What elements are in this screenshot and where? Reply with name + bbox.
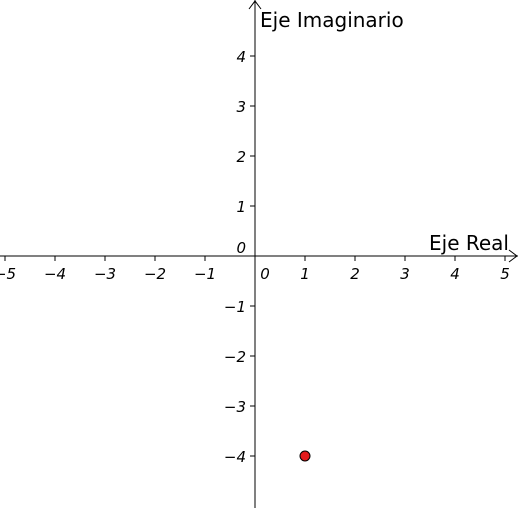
x-origin-label: 0	[260, 265, 270, 283]
data-point	[299, 450, 311, 462]
x-tick-label: −4	[44, 265, 66, 283]
x-tick-label: 3	[400, 265, 410, 283]
x-tick-label: −2	[144, 265, 166, 283]
tick-labels: −5 −4 −3 −2 −1 1 2 3 4 5 4 3 2 1 −1 −2 −3 −4 00	[0, 48, 510, 466]
x-tick-label: 2	[350, 265, 360, 283]
x-tick-label: 4	[450, 265, 460, 283]
y-axis-arrow	[248, 0, 262, 10]
y-tick-label: −3	[224, 398, 246, 416]
tick-marks	[4, 55, 506, 457]
data-points	[299, 450, 311, 462]
y-tick-label: 2	[236, 148, 246, 166]
x-tick-label: −1	[194, 265, 216, 283]
y-origin-label: 0	[236, 239, 246, 257]
y-axis-title: Eje Imaginario	[260, 8, 404, 32]
x-tick-label: −3	[94, 265, 116, 283]
y-tick-label: 1	[236, 198, 246, 216]
x-axis-title: Eje Real	[429, 231, 509, 255]
x-axis-arrow	[508, 249, 518, 263]
x-tick-label: 1	[300, 265, 310, 283]
y-tick-label: −2	[224, 348, 246, 366]
y-tick-label: 3	[236, 98, 246, 116]
y-tick-label: 4	[236, 48, 246, 66]
x-tick-label: 5	[500, 265, 510, 283]
x-tick-label: −5	[0, 265, 16, 283]
y-tick-label: −4	[224, 448, 246, 466]
y-tick-label: −1	[224, 298, 246, 316]
